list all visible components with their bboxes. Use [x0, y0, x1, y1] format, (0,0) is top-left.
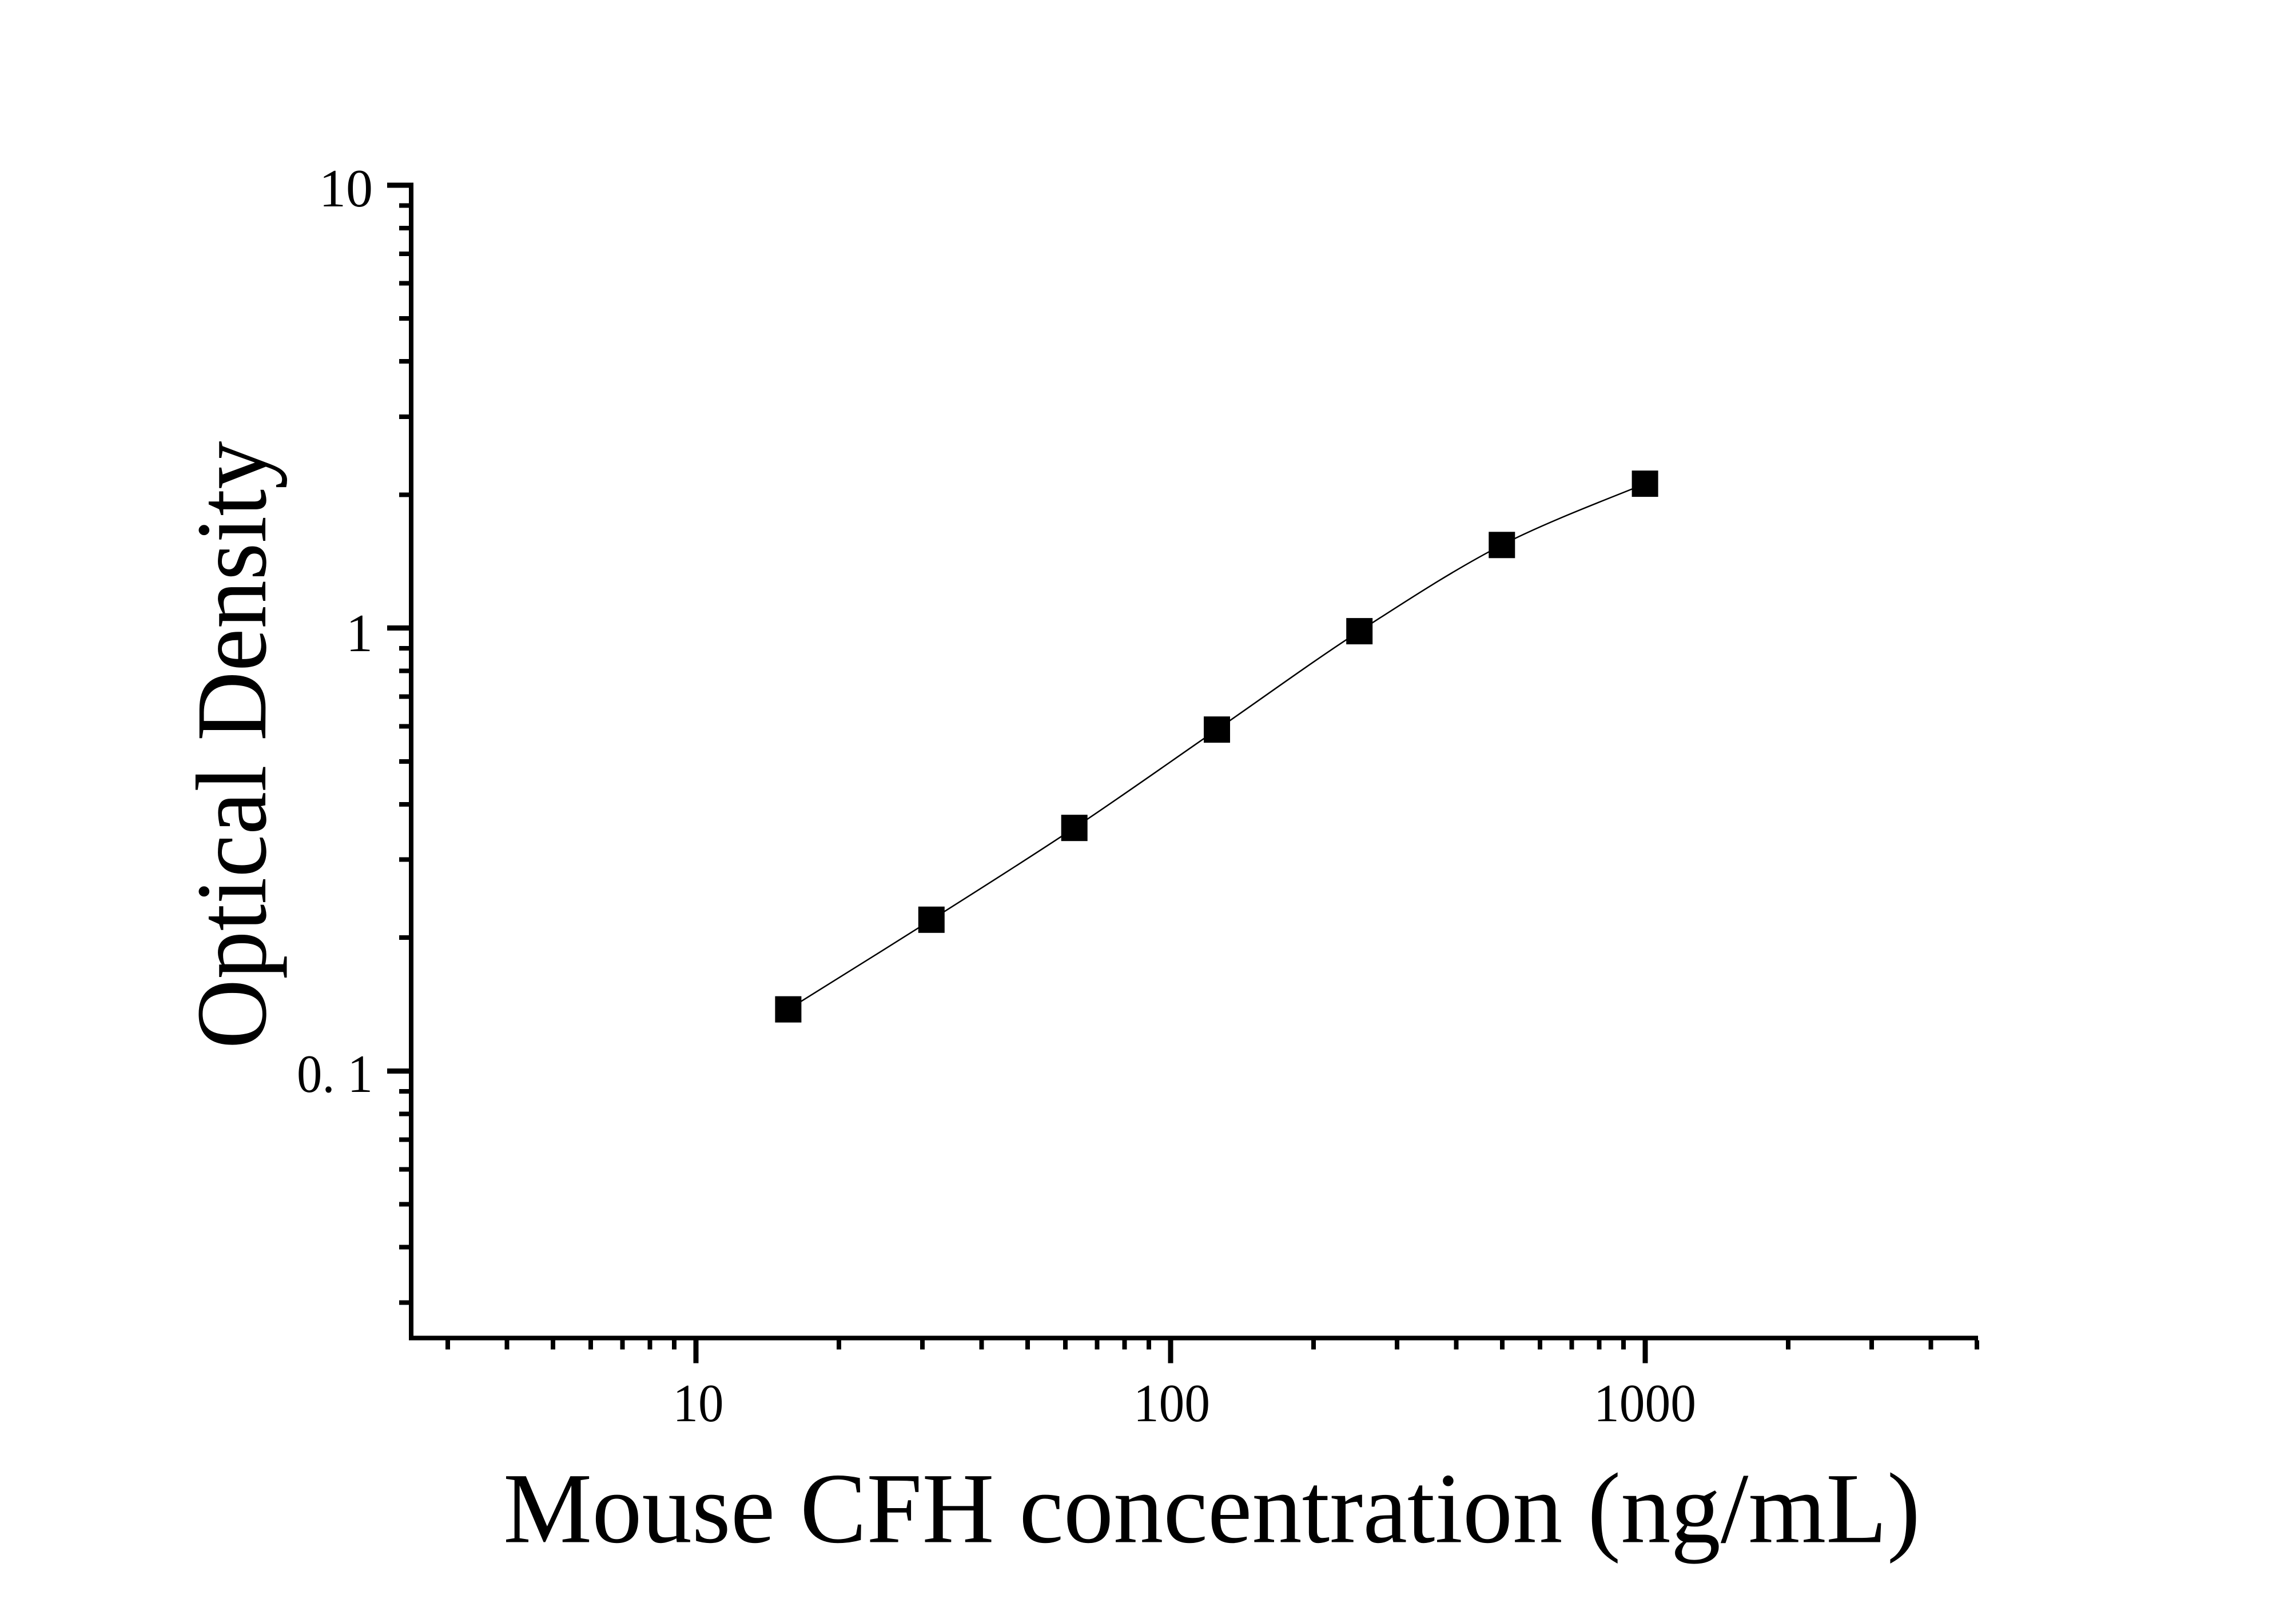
svg-text:1000: 1000: [1594, 1374, 1696, 1433]
svg-text:Optical Density: Optical Density: [176, 441, 288, 1049]
svg-text:100: 100: [1133, 1374, 1210, 1433]
svg-text:0. 1: 0. 1: [297, 1044, 373, 1104]
svg-text:10: 10: [673, 1374, 724, 1433]
svg-text:Mouse CFH concentration (ng/mL: Mouse CFH concentration (ng/mL): [503, 1453, 1920, 1565]
svg-text:1: 1: [346, 604, 373, 663]
svg-text:10: 10: [319, 159, 373, 218]
